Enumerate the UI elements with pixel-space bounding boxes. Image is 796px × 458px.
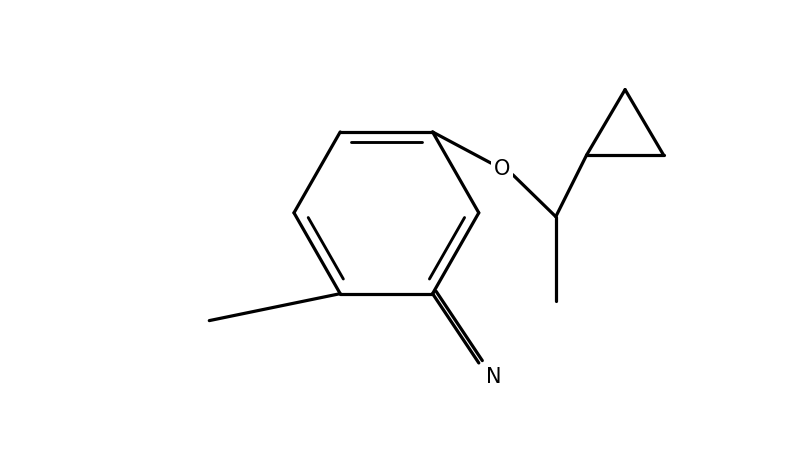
- Text: O: O: [494, 159, 510, 179]
- Text: N: N: [486, 367, 502, 387]
